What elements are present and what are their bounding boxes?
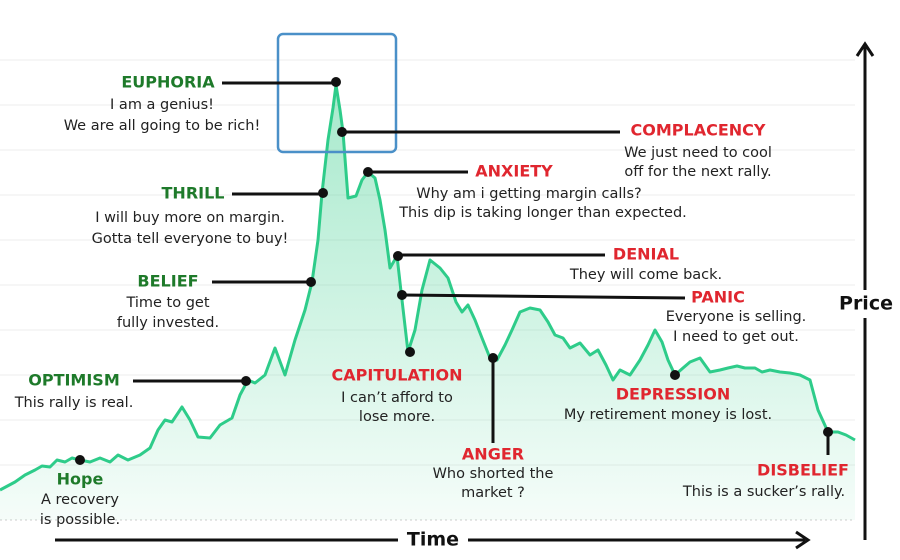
stage-text: This is a sucker’s rally. xyxy=(682,484,845,500)
stage-text: I can’t afford to xyxy=(341,390,453,406)
stage-name: DENIAL xyxy=(613,245,679,264)
stage-name: DEPRESSION xyxy=(616,385,730,404)
price-line xyxy=(0,83,856,492)
stage-text: market ? xyxy=(461,485,525,501)
axes: Time Price xyxy=(55,41,897,554)
stage-text: They will come back. xyxy=(569,267,722,283)
stage-text: We are all going to be rich! xyxy=(64,118,261,134)
y-axis-label: Price xyxy=(839,293,893,315)
stage-text: I need to get out. xyxy=(673,329,799,345)
stage-text: This rally is real. xyxy=(14,395,134,411)
stage-text: Gotta tell everyone to buy! xyxy=(92,231,289,247)
stage-text: Everyone is selling. xyxy=(666,309,807,325)
stage-text: fully invested. xyxy=(117,315,219,331)
stage-name: BELIEF xyxy=(137,272,198,291)
stage-text: Who shorted the xyxy=(433,466,554,482)
stage-name: OPTIMISM xyxy=(28,371,120,390)
stage-text: lose more. xyxy=(359,409,435,425)
stage-name: COMPLACENCY xyxy=(631,121,766,140)
stage-text: This dip is taking longer than expected. xyxy=(398,205,687,221)
price-area xyxy=(0,85,855,520)
highlight-box xyxy=(276,32,398,154)
stage-text: is possible. xyxy=(40,512,120,528)
stage-text: My retirement money is lost. xyxy=(564,407,772,423)
labels: Hope A recovery is possible. OPTIMISM Th… xyxy=(14,73,849,529)
stage-text: Time to get xyxy=(125,295,209,311)
stage-name: EUPHORIA xyxy=(121,73,215,92)
stage-text: I am a genius! xyxy=(110,97,214,113)
stage-name: ANXIETY xyxy=(475,162,553,181)
dots xyxy=(75,77,833,465)
stage-text: A recovery xyxy=(41,492,119,508)
stage-text: I will buy more on margin. xyxy=(95,210,285,226)
stage-text: off for the next rally. xyxy=(624,164,771,180)
stage-text: We just need to cool xyxy=(624,145,772,161)
stage-name: PANIC xyxy=(691,288,745,307)
stage-name: DISBELIEF xyxy=(757,461,849,480)
stage-name: ANGER xyxy=(462,445,524,464)
x-axis-label: Time xyxy=(407,529,459,551)
connectors xyxy=(133,81,830,455)
stage-name: THRILL xyxy=(162,184,225,203)
stage-name: Hope xyxy=(57,470,104,489)
stage-name: CAPITULATION xyxy=(332,366,463,385)
stage-text: Why am i getting margin calls? xyxy=(416,186,641,202)
